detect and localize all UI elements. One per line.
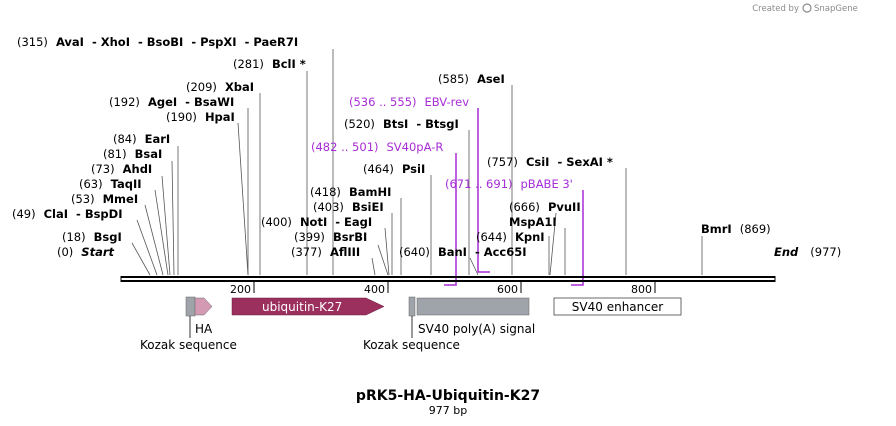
enzyme-site-label[interactable]: (403) BsiEI	[313, 200, 384, 214]
enzyme-site-label[interactable]: (63) TaqII	[79, 177, 142, 191]
primer-label[interactable]: (671 .. 691) pBABE 3'	[445, 177, 573, 191]
enzyme-site-label[interactable]: (192) AgeI - BsaWI	[109, 95, 234, 109]
enzyme-leader-lines	[131, 49, 703, 276]
enzyme-site-label[interactable]: BmrI (869)	[701, 222, 771, 236]
enzyme-site-label[interactable]: (400) NotI - EagI	[261, 215, 372, 229]
ha-feature[interactable]	[194, 297, 213, 316]
enzyme-site-label[interactable]: (0) Start	[57, 245, 115, 259]
ubiquitin-k27-feature[interactable]	[231, 297, 385, 316]
ruler-label: 400	[364, 283, 385, 296]
enzyme-site-label[interactable]: (81) BsaI	[103, 147, 162, 161]
enzyme-labels: (315) AvaI - XhoI - BsoBI - PspXI - PaeR7I (2…	[12, 35, 841, 259]
enzyme-site-label[interactable]: (209) XbaI	[186, 80, 254, 94]
enzyme-site-label[interactable]: MspA1I	[509, 215, 557, 229]
ruler-label: 600	[497, 283, 518, 296]
enzyme-site-label[interactable]: (281) BclI *	[233, 57, 306, 71]
ruler: 200 400 600 800	[230, 282, 656, 296]
enzyme-site-label[interactable]: (757) CsiI - SexAI *	[487, 155, 613, 169]
primer-label[interactable]: (482 .. 501) SV40pA-R	[311, 140, 443, 154]
primer-lines	[444, 108, 584, 286]
sv40-polya-feature[interactable]	[416, 297, 530, 316]
kozak-feature[interactable]	[185, 296, 196, 317]
credit-brand: SnapGene	[814, 4, 858, 14]
kozak-label: Kozak sequence	[363, 338, 460, 352]
enzyme-site-label[interactable]: (399) BsrBI	[294, 230, 367, 244]
enzyme-site-label[interactable]: (190) HpaI	[166, 110, 235, 124]
enzyme-site-label[interactable]: (49) ClaI - BspDI	[12, 207, 122, 221]
features	[185, 296, 682, 338]
enzyme-site-label[interactable]: (520) BtsI - BtsgI	[344, 117, 459, 131]
enzyme-site-label[interactable]: (73) AhdI	[91, 162, 152, 176]
enzyme-site-label[interactable]: (666) PvuII	[509, 200, 581, 214]
sv40-enhancer-label: SV40 enhancer	[572, 300, 663, 314]
plasmid-title: pRK5-HA-Ubiquitin-K27	[356, 388, 540, 404]
primer-labels: (536 .. 555) EBV-rev (482 .. 501) SV40pA-R…	[311, 95, 573, 191]
enzyme-site-label[interactable]: (84) EarI	[113, 132, 170, 146]
kozak-feature[interactable]	[408, 296, 416, 317]
enzyme-site-label[interactable]: (377) AflIII	[291, 245, 360, 259]
enzyme-site-label[interactable]: (18) BsgI	[62, 230, 122, 244]
ruler-label: 800	[631, 283, 652, 296]
ha-label: HA	[195, 322, 213, 336]
enzyme-site-label[interactable]: (53) MmeI	[71, 192, 138, 206]
enzyme-site-label[interactable]: (644) KpnI	[476, 230, 545, 244]
backbone	[120, 276, 776, 282]
sv40-enhancer-feature[interactable]	[553, 297, 682, 316]
plasmid-length: 977 bp	[429, 404, 467, 417]
enzyme-site-label[interactable]: (464) PsiI	[363, 162, 425, 176]
enzyme-site-label[interactable]: End (977)	[774, 245, 841, 259]
enzyme-site-label[interactable]: (315) AvaI - XhoI - BsoBI - PspXI - PaeR7I	[17, 35, 298, 49]
kozak-label: Kozak sequence	[140, 338, 237, 352]
snapgene-logo-icon	[802, 3, 812, 13]
enzyme-site-label[interactable]: (585) AseI	[438, 72, 505, 86]
enzyme-site-label[interactable]: (418) BamHI	[310, 185, 391, 199]
primer-label[interactable]: (536 .. 555) EBV-rev	[349, 95, 469, 109]
enzyme-site-label[interactable]: (640) BanI - Acc65I	[399, 245, 527, 259]
credit-text: Created by	[752, 4, 799, 14]
sv40-polya-label: SV40 poly(A) signal	[418, 322, 535, 336]
ubiquitin-k27-label: ubiquitin-K27	[262, 300, 342, 314]
ruler-label: 200	[230, 283, 251, 296]
